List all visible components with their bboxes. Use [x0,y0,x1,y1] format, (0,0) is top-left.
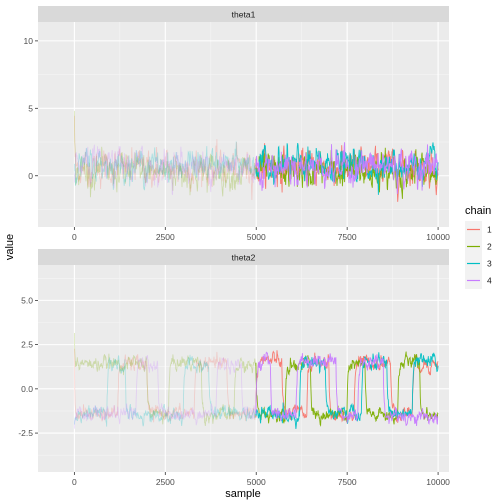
x-tick-label: 0 [72,477,77,487]
x-tick-label: 10000 [426,477,450,487]
panel-background [38,265,449,472]
facet-label: theta2 [232,253,256,263]
legend: chain 1 2 3 4 [465,205,492,289]
series-2-warmup-line [74,332,257,427]
panel-background [38,22,449,227]
y-tick-label: 5 [28,103,33,113]
x-tick-label: 2500 [156,477,175,487]
legend-label: 4 [487,276,492,286]
facet-strip [38,6,449,22]
series-4-line [255,142,439,194]
series-4-line [255,351,439,427]
legend-label: 3 [487,259,492,269]
series-4-warmup-line [74,355,257,429]
series-1-warmup-line [74,348,257,423]
y-axis-label: value [4,234,16,260]
panels-layer: theta1 0 2500 5000 7500 10000 0 5 10 theta2 0 2500 5… [18,6,450,487]
series-2-warmup-line [74,110,257,198]
y-tick-label: 2.5 [21,340,33,350]
facet-strip [38,249,449,265]
x-tick-label: 7500 [338,477,357,487]
y-tick-label: 10 [24,36,34,46]
y-tick-label: 0.0 [21,384,33,394]
x-tick-label: 0 [72,232,77,242]
facet-label: theta1 [232,10,256,20]
series-4-warmup-line [74,144,257,196]
legend-label: 2 [487,242,492,252]
series-3-warmup-line [74,354,257,427]
y-tick-label: 5.0 [21,295,33,305]
series-1-warmup-line [74,115,257,201]
y-tick-label: 0 [28,171,33,181]
x-tick-label: 10000 [426,232,450,242]
legend-label: 1 [487,225,492,235]
x-axis-label: sample [225,488,260,500]
x-tick-label: 7500 [338,232,357,242]
y-tick-label: -2.5 [18,428,33,438]
x-tick-label: 2500 [156,232,175,242]
series-2-line [255,351,439,427]
legend-title: chain [465,205,491,217]
x-tick-label: 5000 [247,232,266,242]
series-3-warmup-line [74,141,257,191]
x-tick-label: 5000 [247,477,266,487]
